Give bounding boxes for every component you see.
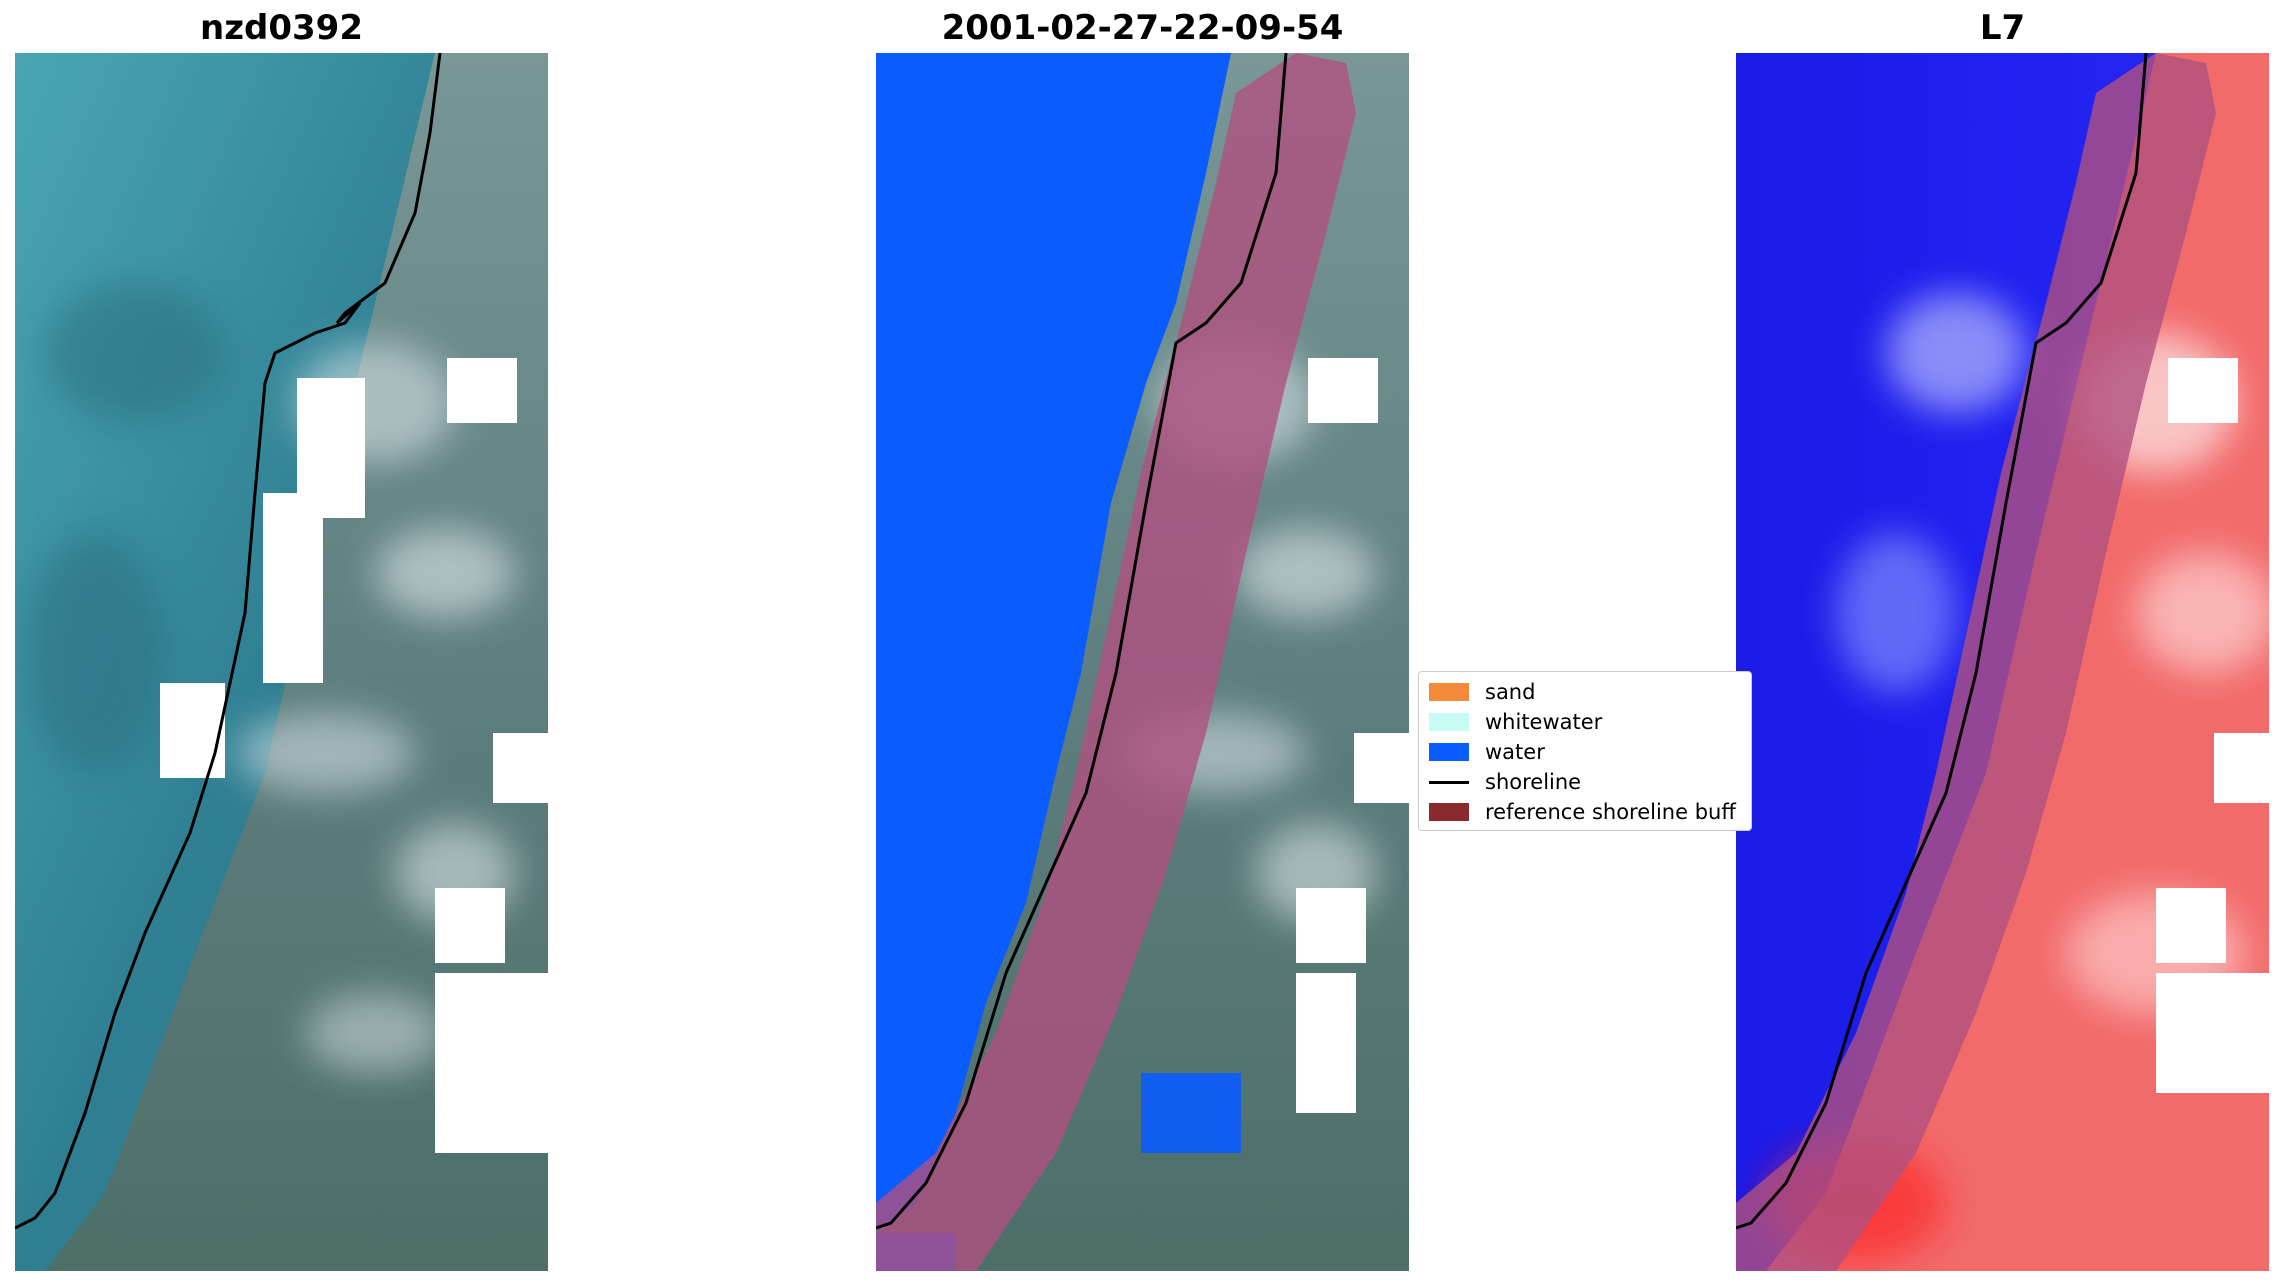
rgb-image-panel	[15, 53, 548, 1271]
panel-title-index: L7	[1979, 8, 2026, 48]
legend: sand whitewater water shoreline referenc…	[1418, 671, 1752, 831]
legend-label-shoreline: shoreline	[1485, 770, 1582, 794]
legend-label-sand: sand	[1485, 680, 1536, 704]
legend-label-reference-buffer: reference shoreline buff	[1485, 800, 1736, 824]
panel-title-classified: 2001-02-27-22-09-54	[941, 8, 1344, 48]
classified-image-panel	[876, 53, 1409, 1271]
legend-item-sand: sand	[1429, 678, 1535, 706]
legend-label-whitewater: whitewater	[1485, 710, 1603, 734]
legend-swatch-reference-buffer	[1429, 803, 1469, 821]
legend-item-reference-buffer: reference shoreline buff	[1429, 798, 1736, 826]
legend-label-water: water	[1485, 740, 1545, 764]
index-image-panel	[1736, 53, 2269, 1271]
legend-swatch-whitewater	[1429, 713, 1469, 731]
panel-title-rgb: nzd0392	[200, 8, 363, 48]
legend-line-shoreline	[1429, 780, 1469, 784]
legend-item-whitewater: whitewater	[1429, 708, 1602, 736]
legend-item-water: water	[1429, 738, 1545, 766]
legend-swatch-sand	[1429, 683, 1469, 701]
legend-item-shoreline: shoreline	[1429, 768, 1581, 796]
legend-swatch-water	[1429, 743, 1469, 761]
